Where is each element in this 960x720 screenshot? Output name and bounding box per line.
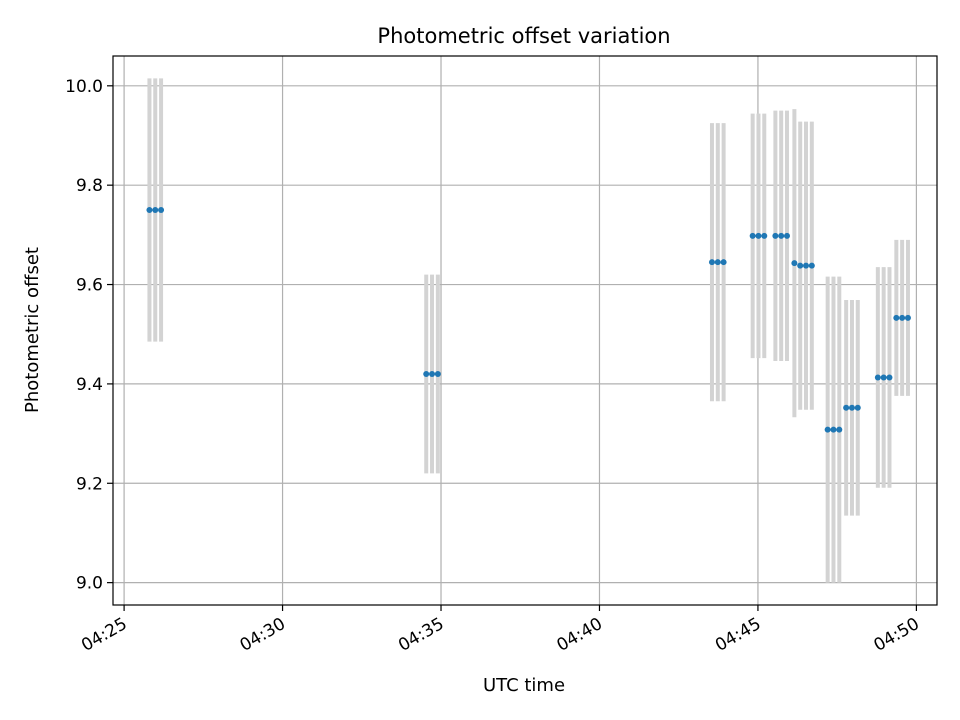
data-point xyxy=(778,232,785,239)
data-point xyxy=(783,232,790,239)
data-point xyxy=(854,404,861,411)
plot-frame xyxy=(112,55,938,606)
data-point xyxy=(874,374,881,381)
y-tick-label: 9.6 xyxy=(76,276,103,296)
data-point xyxy=(708,259,715,266)
data-point xyxy=(720,259,727,266)
data-point xyxy=(146,207,153,214)
data-points xyxy=(146,207,911,433)
data-point xyxy=(749,232,756,239)
data-point xyxy=(761,232,768,239)
data-point xyxy=(714,259,721,266)
data-point xyxy=(830,426,837,433)
data-point xyxy=(843,404,850,411)
data-point xyxy=(899,314,906,321)
data-point xyxy=(808,262,815,269)
data-point xyxy=(152,207,159,214)
y-tick-label: 9.4 xyxy=(76,375,103,395)
data-point xyxy=(893,314,900,321)
data-point xyxy=(824,426,831,433)
data-point xyxy=(886,374,893,381)
y-tick-label: 9.2 xyxy=(76,474,103,494)
data-point xyxy=(880,374,887,381)
x-axis-label: UTC time xyxy=(483,675,565,696)
data-point xyxy=(772,232,779,239)
y-tick-label: 9.8 xyxy=(76,176,103,196)
y-tick-label: 9.0 xyxy=(76,574,103,594)
data-point xyxy=(429,370,436,377)
y-axis-label: Photometric offset xyxy=(22,247,43,413)
data-point xyxy=(797,262,804,269)
data-point xyxy=(904,314,911,321)
data-point xyxy=(423,370,430,377)
chart-title: Photometric offset variation xyxy=(377,24,670,48)
data-point xyxy=(755,232,762,239)
data-point xyxy=(434,370,441,377)
data-point xyxy=(848,404,855,411)
data-point xyxy=(158,207,165,214)
y-tick-label: 10.0 xyxy=(65,77,103,97)
data-point xyxy=(791,260,798,267)
data-point xyxy=(803,262,810,269)
data-point xyxy=(836,426,843,433)
